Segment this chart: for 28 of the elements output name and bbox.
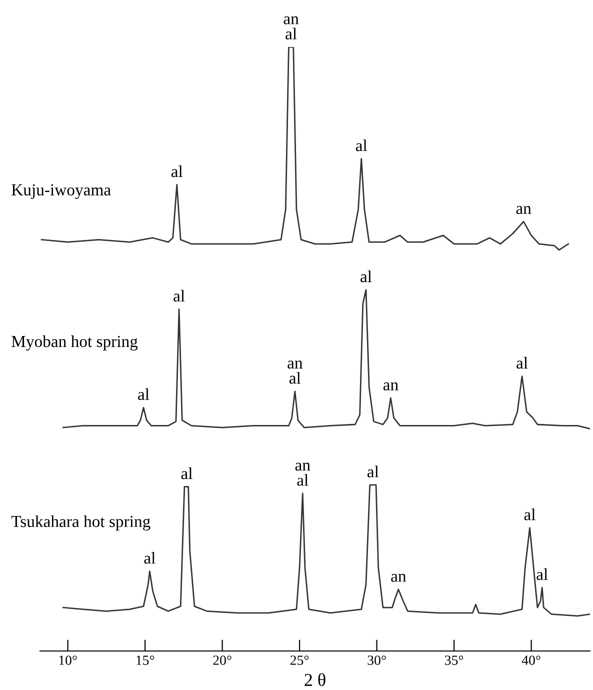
annotation: an al: [284, 16, 299, 40]
x-axis-title: 2 θ: [304, 673, 326, 686]
text: Myoban hot spring: [12, 335, 138, 351]
annotation: al: [368, 466, 379, 478]
x-tick-label: 25°: [290, 656, 309, 665]
x-tick-label: 30°: [368, 656, 386, 665]
annotation: an: [383, 382, 398, 390]
x-tick-label: 35°: [444, 656, 464, 665]
x-tick-label: 10°: [59, 656, 77, 665]
annotation: al: [171, 165, 183, 178]
annotation: an: [391, 574, 406, 582]
x-tick-label: 20°: [213, 656, 232, 665]
annotation: al: [138, 388, 150, 400]
annotation: al: [356, 139, 368, 152]
series-label: Tsukahara hot spring: [11, 515, 150, 531]
annotation: al: [524, 508, 536, 520]
annotation: an: [516, 206, 532, 214]
annotation: al: [181, 467, 192, 480]
annotation: al: [536, 568, 548, 580]
annotation: al: [516, 356, 528, 369]
annotation: an al: [288, 360, 303, 384]
x-tick-label: 15°: [136, 656, 154, 665]
text: Kuju-iwoyama: [12, 184, 111, 199]
annotation: al: [144, 552, 156, 564]
x-tick-label: 40°: [522, 656, 540, 665]
annotation: an al: [295, 462, 310, 486]
annotation: al: [174, 290, 185, 302]
annotation: al: [360, 270, 372, 282]
